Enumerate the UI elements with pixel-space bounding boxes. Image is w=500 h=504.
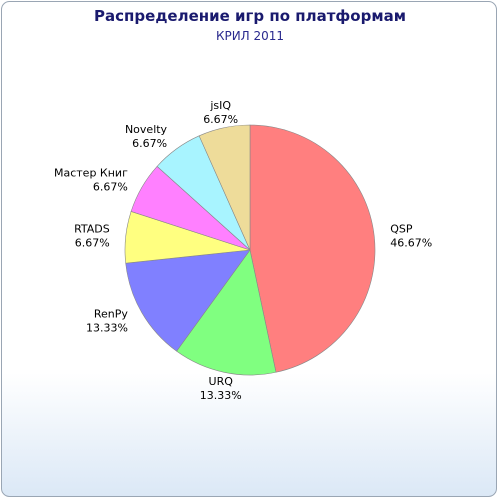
slice-label: RTADS	[74, 222, 110, 235]
slice-value-label: 6.67%	[93, 181, 128, 194]
slice-label: RenPy	[94, 308, 129, 321]
pie-slice	[176, 249, 277, 376]
pie-slice	[198, 124, 251, 251]
chart-subtitle: КРИЛ 2011	[216, 29, 284, 43]
slice-value-label: 6.67%	[132, 137, 167, 150]
slice-label: Мастер Книг	[54, 167, 128, 180]
chart-title: Распределение игр по платформам	[94, 7, 406, 25]
slice-value-label: 46.67%	[390, 236, 432, 249]
slice-value-label: 13.33%	[200, 389, 242, 402]
slice-label: jsIQ	[209, 99, 231, 112]
slice-value-label: 6.67%	[203, 113, 238, 126]
slice-label: Novelty	[125, 123, 168, 136]
slice-label: QSP	[390, 222, 413, 235]
pie-slice	[125, 249, 251, 352]
slice-value-label: 6.67%	[75, 236, 110, 249]
slice-value-label: 13.33%	[86, 322, 128, 335]
slice-label: URQ	[209, 375, 234, 388]
pie-slice	[249, 124, 376, 373]
